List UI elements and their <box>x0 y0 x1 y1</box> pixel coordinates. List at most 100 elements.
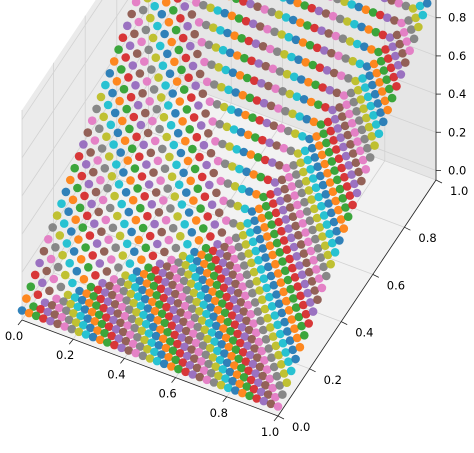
surface-point <box>131 81 140 90</box>
surface-point <box>40 298 50 308</box>
surface-point <box>265 138 274 148</box>
surface-point <box>298 219 308 228</box>
surface-point <box>229 295 239 305</box>
surface-point <box>139 140 148 150</box>
surface-point <box>201 243 211 253</box>
surface-point <box>147 338 156 348</box>
x-tick-label: 0.4 <box>107 367 125 381</box>
surface-point <box>48 223 57 232</box>
surface-point <box>383 13 392 22</box>
surface-point <box>306 165 315 174</box>
surface-point <box>183 239 192 249</box>
surface-point <box>222 216 231 225</box>
surface-point <box>290 324 299 334</box>
surface-point <box>226 199 235 208</box>
surface-point <box>253 2 262 11</box>
surface-point <box>202 309 211 319</box>
surface-point <box>120 136 130 145</box>
surface-point <box>138 285 147 295</box>
surface-point <box>307 277 317 286</box>
surface-point <box>110 191 119 201</box>
surface-point <box>294 230 303 240</box>
surface-point <box>356 146 365 156</box>
surface-point <box>236 338 245 348</box>
surface-point <box>297 75 306 84</box>
surface-point <box>221 374 230 383</box>
surface-point <box>313 244 323 253</box>
surface-point <box>120 219 129 229</box>
surface-point <box>317 201 326 211</box>
axis-tick-labels: 0.0 0.2 0.4 0.6 0.8 1.0 0.0 0.2 0.4 0.6 0.8 1.0 0.0 0… <box>5 11 468 439</box>
surface-point <box>418 10 428 20</box>
surface-point <box>366 101 376 111</box>
surface-point <box>226 286 236 295</box>
surface-point <box>211 137 220 146</box>
surface-point <box>108 290 117 300</box>
surface-point <box>174 324 184 333</box>
surface-point <box>158 334 168 344</box>
surface-point <box>99 303 108 313</box>
surface-point <box>310 204 319 214</box>
surface-point <box>132 267 142 276</box>
surface-point <box>298 38 308 47</box>
surface-point <box>265 241 275 250</box>
surface-point <box>192 297 201 307</box>
surface-point <box>269 362 279 372</box>
surface-point <box>252 394 261 403</box>
surface-point <box>211 43 221 52</box>
surface-point <box>102 313 111 322</box>
surface-point <box>83 314 92 324</box>
surface-point <box>273 269 283 278</box>
surface-point <box>234 14 244 23</box>
surface-point <box>187 345 196 354</box>
surface-point <box>354 2 364 12</box>
surface-point <box>138 89 147 98</box>
surface-point <box>150 1 159 11</box>
surface-point <box>333 124 343 133</box>
surface-point <box>179 168 188 178</box>
surface-point <box>286 366 296 376</box>
surface-point <box>294 179 304 189</box>
z-tick-label: 0.0 <box>448 163 466 177</box>
surface-point <box>165 69 175 78</box>
y-tick-mark <box>309 368 316 373</box>
surface-point <box>94 207 103 217</box>
surface-point <box>99 112 108 122</box>
surface-point <box>69 309 78 318</box>
surface-point <box>326 126 336 136</box>
surface-point <box>137 37 146 47</box>
surface-point <box>38 278 47 288</box>
surface-point <box>192 0 201 7</box>
surface-point <box>163 49 172 59</box>
surface-point <box>276 124 286 133</box>
surface-point <box>275 161 284 170</box>
surface-point <box>158 144 167 154</box>
surface-point <box>237 184 247 194</box>
surface-point <box>353 85 363 95</box>
surface-point <box>239 0 248 6</box>
surface-point <box>239 147 249 157</box>
surface-point <box>218 258 228 268</box>
y-tick-mark <box>435 179 443 184</box>
x-tick-label: 0.2 <box>56 348 74 362</box>
surface-point <box>211 362 220 372</box>
surface-point <box>284 32 294 42</box>
surface-point <box>220 159 230 169</box>
surface-point <box>317 283 327 293</box>
surface-point <box>297 188 307 198</box>
surface-point <box>318 83 328 92</box>
surface-point <box>95 259 105 268</box>
surface-point <box>189 196 198 205</box>
surface-point <box>287 233 296 243</box>
surface-point <box>302 258 311 268</box>
surface-point <box>340 0 349 6</box>
surface-point <box>256 387 266 397</box>
surface-point <box>39 314 48 323</box>
surface-point <box>141 319 151 329</box>
surface-point <box>151 331 161 341</box>
surface-point <box>168 346 178 356</box>
surface-point <box>96 175 105 185</box>
surface-point <box>168 223 178 233</box>
surface-point <box>188 263 198 273</box>
surface-point <box>199 366 209 375</box>
